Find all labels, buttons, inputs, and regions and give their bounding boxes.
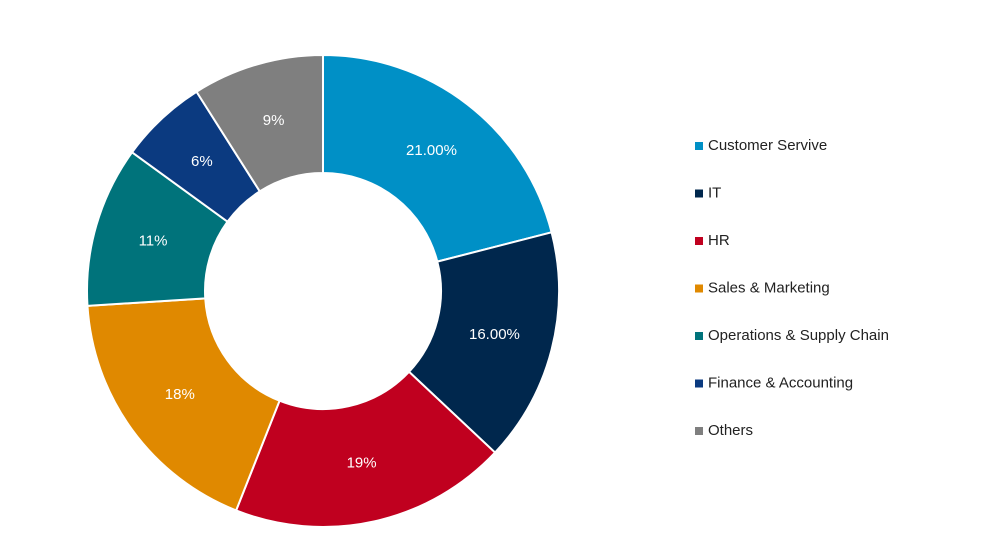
data-label: 11% xyxy=(139,233,168,250)
legend-swatch xyxy=(695,379,703,388)
data-label: 9% xyxy=(263,112,285,129)
donut-slice xyxy=(322,53,553,263)
legend-label: Finance & Accounting xyxy=(708,374,853,391)
legend-label: Customer Servive xyxy=(708,137,827,154)
legend-label: Others xyxy=(708,422,753,439)
data-label: 6% xyxy=(191,153,213,170)
data-label: 21.00% xyxy=(406,142,457,159)
donut-slice xyxy=(234,370,497,528)
legend-swatch xyxy=(695,427,703,435)
legend-swatch xyxy=(695,142,703,150)
data-label: 16.00% xyxy=(469,326,520,343)
legend-swatch xyxy=(695,237,703,245)
legend-label: Operations & Supply Chain xyxy=(708,327,889,344)
legend-label: Sales & Marketing xyxy=(708,279,830,296)
legend-swatch xyxy=(695,189,703,198)
legend-swatch xyxy=(695,284,703,293)
legend-label: IT xyxy=(708,184,721,201)
legend-swatch xyxy=(695,332,703,340)
data-label: 18% xyxy=(165,386,195,403)
legend-label: HR xyxy=(708,232,730,249)
donut-slice xyxy=(407,231,560,454)
data-label: 19% xyxy=(347,455,377,472)
donut-slice xyxy=(195,53,324,193)
donut-slice xyxy=(86,297,281,512)
